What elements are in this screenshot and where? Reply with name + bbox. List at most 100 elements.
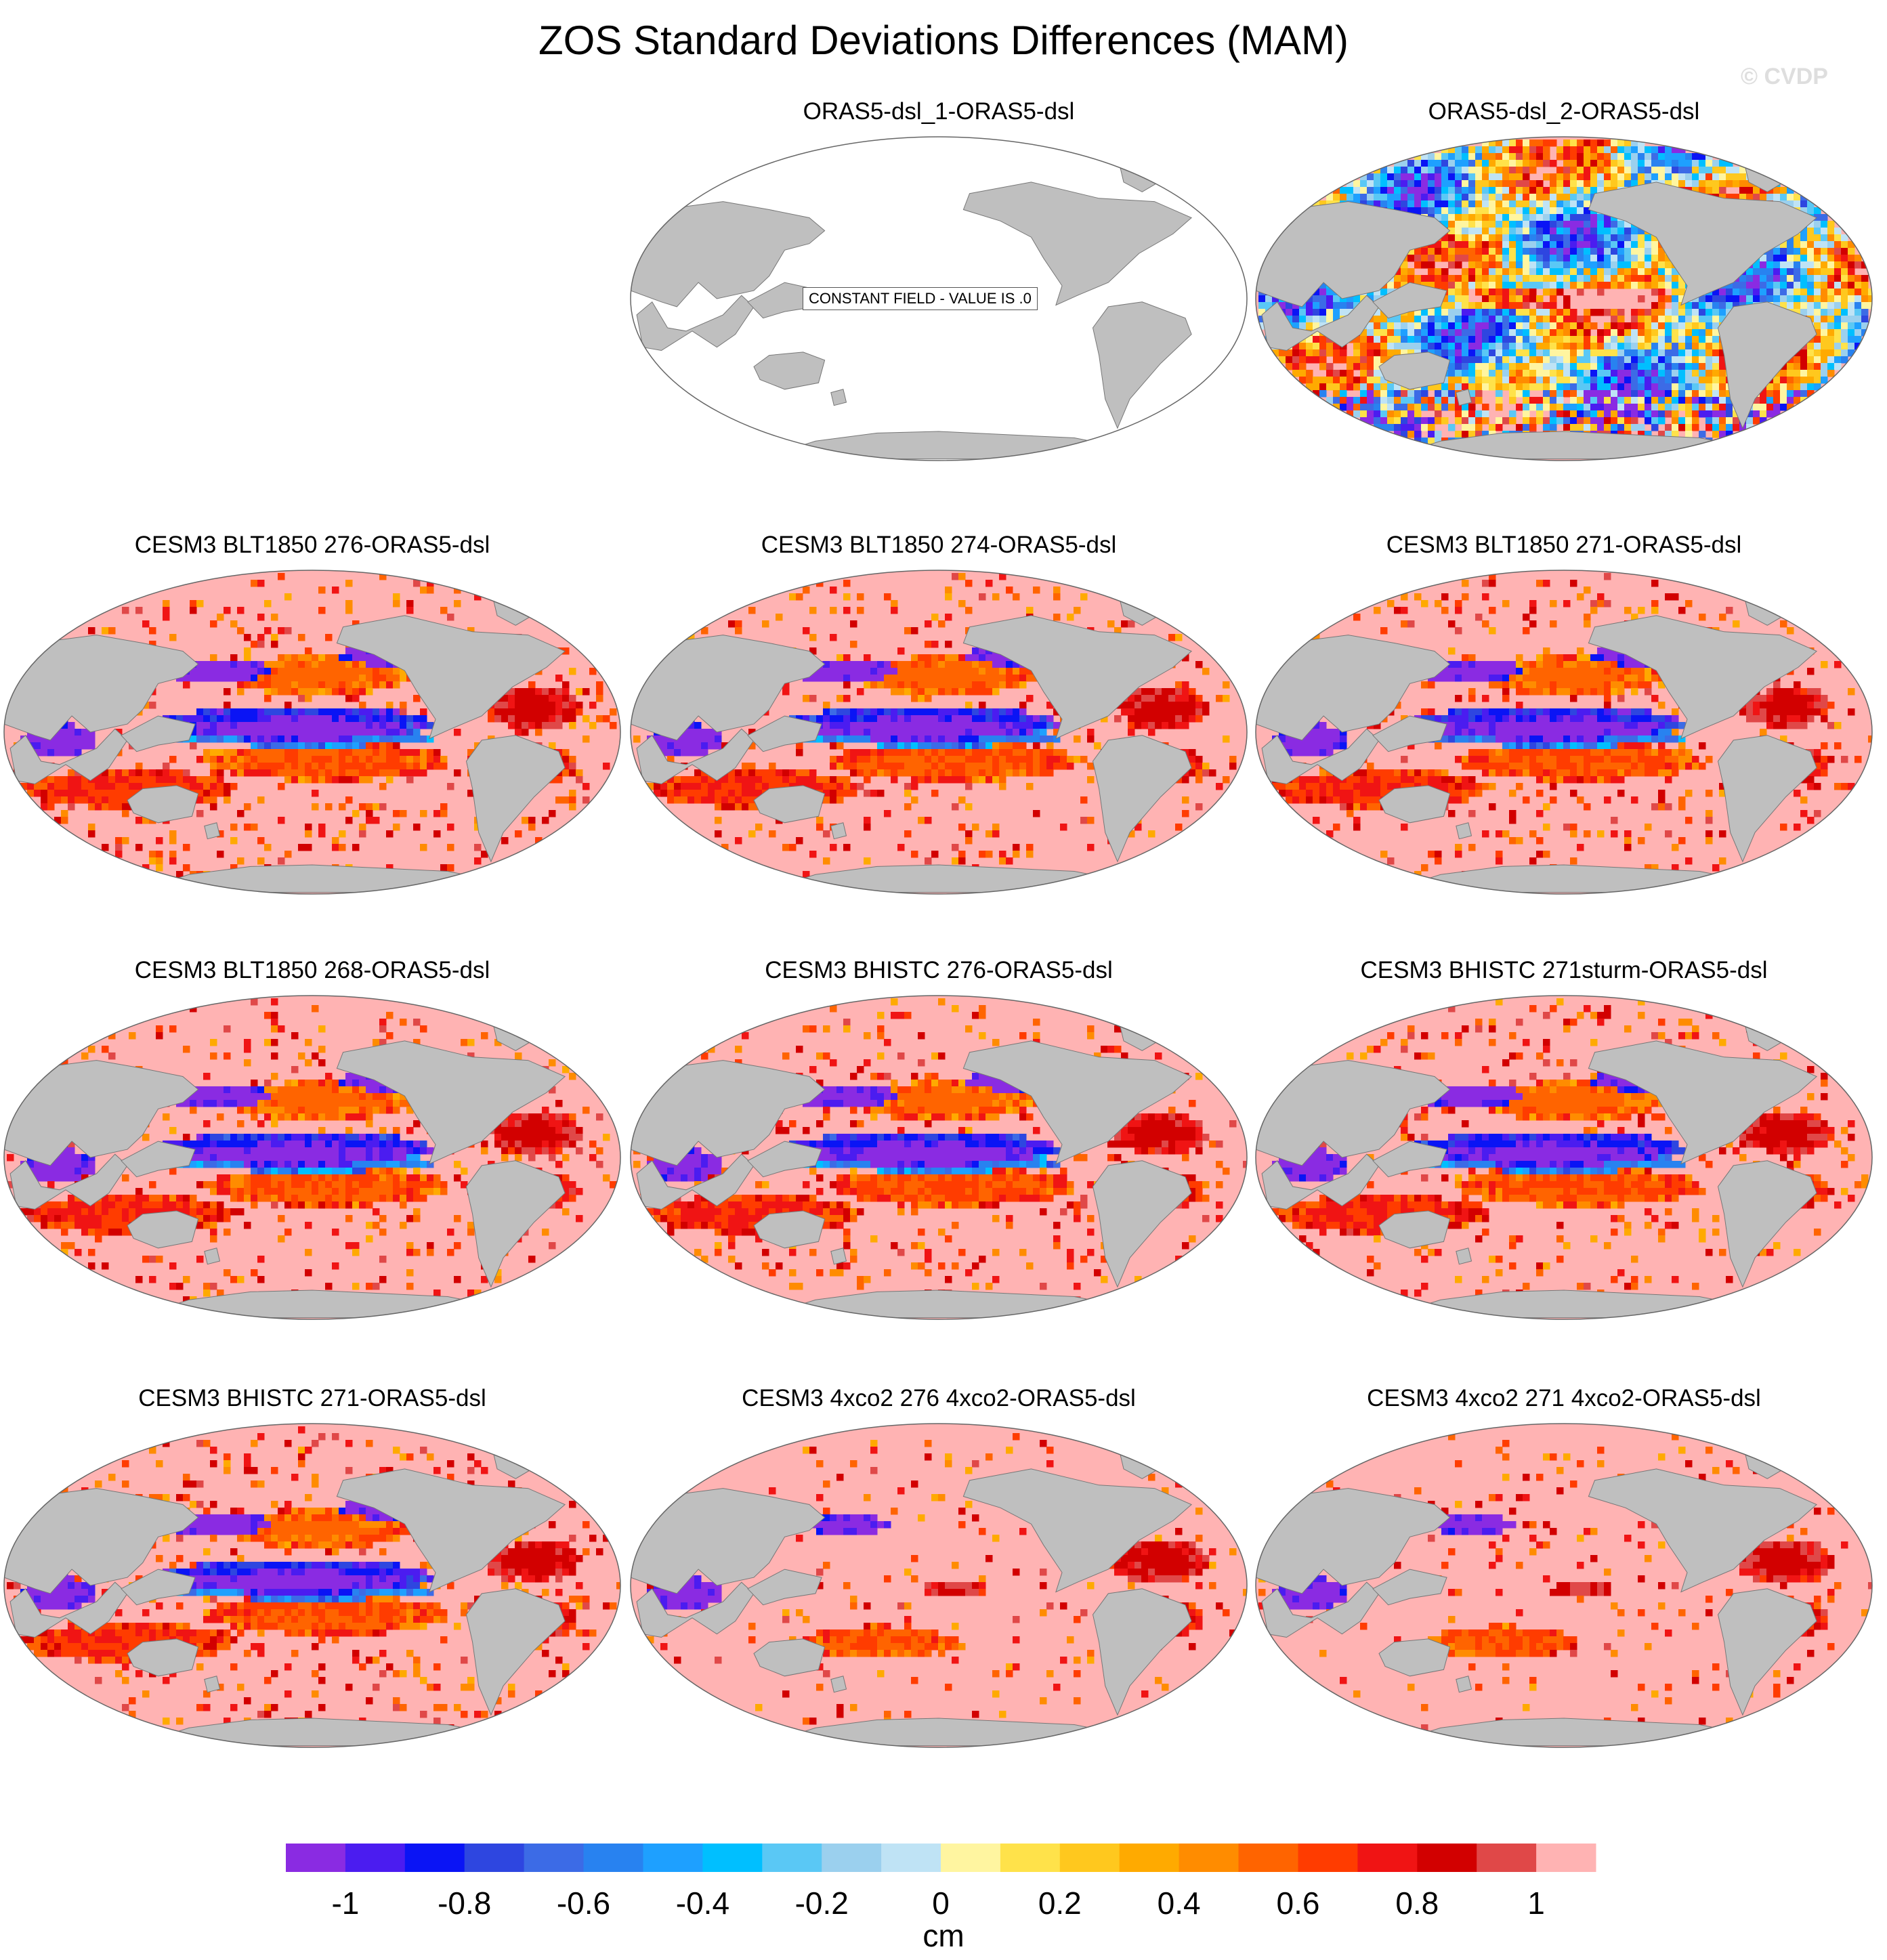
field-cell xyxy=(1475,173,1483,181)
field-cell xyxy=(1841,316,1848,323)
field-cell xyxy=(61,729,68,736)
field-cell xyxy=(1604,214,1611,221)
field-cell xyxy=(278,573,285,580)
field-cell xyxy=(1333,370,1340,377)
field-cell xyxy=(836,695,844,702)
land-mass xyxy=(121,715,196,752)
field-cell xyxy=(291,681,299,689)
field-cell xyxy=(1421,322,1428,330)
field-cell xyxy=(1780,404,1787,411)
field-cell xyxy=(1807,241,1815,249)
field-cell xyxy=(1597,377,1605,384)
field-cell xyxy=(1651,167,1659,174)
field-cell xyxy=(305,668,312,675)
field-cell xyxy=(1624,261,1632,269)
field-cell xyxy=(1536,194,1544,201)
field-cell xyxy=(81,742,89,750)
field-cell xyxy=(1468,167,1476,174)
field-cell xyxy=(1692,417,1699,425)
field-cell xyxy=(1441,390,1449,398)
field-cell xyxy=(95,783,102,790)
field-cell xyxy=(1455,194,1462,201)
field-cell xyxy=(1719,180,1726,188)
field-cell xyxy=(1013,681,1020,689)
field-cell xyxy=(1516,349,1523,357)
field-cell xyxy=(1584,349,1591,357)
field-cell xyxy=(884,661,891,668)
field-cell xyxy=(796,715,803,723)
field-cell xyxy=(1760,194,1767,201)
field-cell xyxy=(1631,356,1638,364)
field-cell xyxy=(359,668,366,675)
field-cell xyxy=(1624,349,1632,357)
field-cell xyxy=(352,742,360,750)
field-cell xyxy=(54,776,62,784)
field-cell xyxy=(1834,343,1842,350)
field-cell xyxy=(163,614,170,621)
field-cell xyxy=(945,688,952,696)
field-cell xyxy=(1597,282,1605,289)
field-cell xyxy=(1753,187,1760,194)
field-cell xyxy=(979,654,986,662)
field-cell xyxy=(1780,377,1787,384)
field-cell xyxy=(1800,200,1808,208)
field-cell xyxy=(1414,207,1422,215)
field-cell xyxy=(1550,248,1557,255)
field-cell xyxy=(1604,173,1611,181)
field-cell xyxy=(1821,363,1828,370)
field-cell xyxy=(999,661,1006,668)
field-cell xyxy=(1550,187,1557,194)
field-cell xyxy=(298,688,305,696)
field-cell xyxy=(237,688,245,696)
field-cell xyxy=(1794,295,1801,303)
field-cell xyxy=(339,756,346,763)
field-cell xyxy=(1550,302,1557,310)
field-cell xyxy=(1482,268,1489,276)
field-cell xyxy=(850,675,857,682)
field-cell xyxy=(1529,289,1537,296)
field-cell xyxy=(1529,275,1537,282)
land-mass xyxy=(336,615,566,740)
field-cell xyxy=(386,668,394,675)
field-cell xyxy=(1496,370,1503,377)
field-cell xyxy=(1489,316,1496,323)
field-cell xyxy=(400,756,407,763)
field-cell xyxy=(379,769,387,777)
field-cell xyxy=(1651,397,1659,404)
field-cell xyxy=(1387,289,1395,296)
field-cell xyxy=(1638,370,1645,377)
field-cell xyxy=(271,641,278,648)
field-cell xyxy=(1773,248,1781,255)
field-cell xyxy=(1462,187,1469,194)
field-cell xyxy=(1590,343,1598,350)
field-cell xyxy=(1651,316,1659,323)
field-cell xyxy=(224,722,231,729)
field-cell xyxy=(75,790,82,797)
field-cell xyxy=(1496,316,1503,323)
field-cell xyxy=(1563,187,1571,194)
field-cell xyxy=(1584,160,1591,167)
field-cell xyxy=(857,688,864,696)
field-cell xyxy=(1380,390,1388,398)
field-cell xyxy=(1563,255,1571,262)
field-cell xyxy=(823,708,830,716)
field-cell xyxy=(1319,336,1327,343)
field-cell xyxy=(271,708,278,716)
field-cell xyxy=(1577,167,1584,174)
field-cell xyxy=(1489,343,1496,350)
field-cell xyxy=(1502,275,1510,282)
field-cell xyxy=(1306,322,1313,330)
field-cell xyxy=(1367,377,1374,384)
field-cell xyxy=(1475,424,1483,431)
field-cell xyxy=(1705,302,1713,310)
field-cell xyxy=(1692,309,1699,316)
field-cell xyxy=(1306,383,1313,391)
field-cell xyxy=(1624,424,1632,431)
field-cell xyxy=(1448,295,1456,303)
field-cell xyxy=(830,708,837,716)
field-cell xyxy=(1509,207,1517,215)
field-cell xyxy=(1672,356,1679,364)
field-cell xyxy=(864,668,871,675)
field-cell xyxy=(897,681,905,689)
field-cell xyxy=(1482,309,1489,316)
